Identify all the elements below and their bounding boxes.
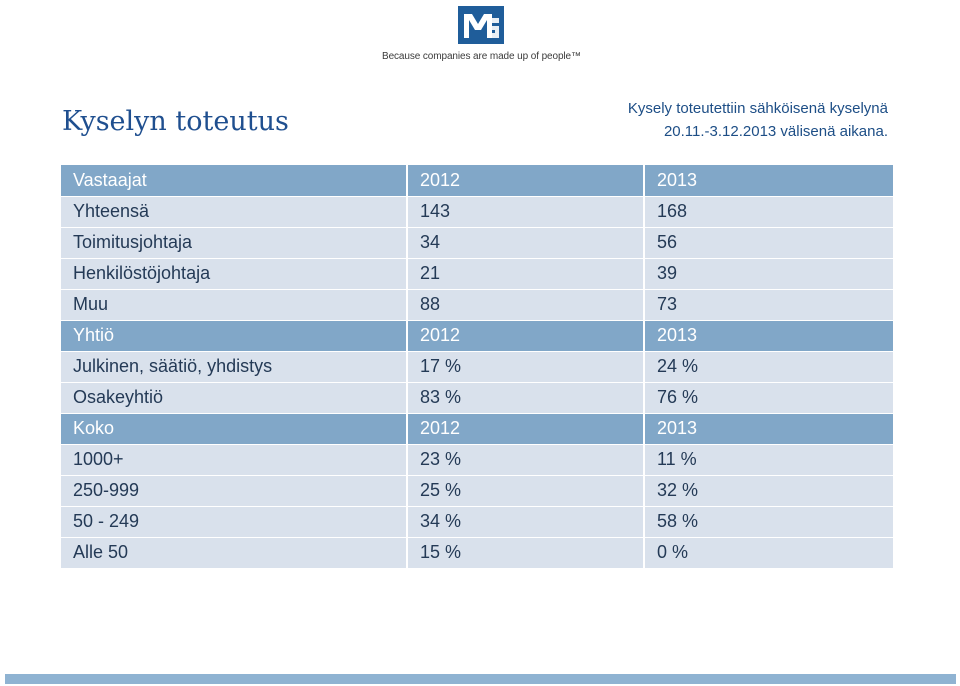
table-cell: 83 % bbox=[407, 382, 645, 414]
header-cell: 2012 bbox=[407, 320, 645, 352]
table-row: Toimitusjohtaja 34 56 bbox=[61, 227, 893, 259]
table-cell: 21 bbox=[407, 258, 645, 290]
tagline: Because companies are made up of people™ bbox=[382, 51, 581, 62]
table-cell: 76 % bbox=[644, 382, 893, 414]
table-row: Henkilöstöjohtaja 21 39 bbox=[61, 258, 893, 290]
table-row: Alle 50 15 % 0 % bbox=[61, 537, 893, 569]
table-row: 250-999 25 % 32 % bbox=[61, 475, 893, 507]
header-cell: 2012 bbox=[407, 413, 645, 445]
table-cell: 17 % bbox=[407, 351, 645, 383]
table-cell: 15 % bbox=[407, 537, 645, 569]
table-cell: 143 bbox=[407, 196, 645, 228]
table-cell: 39 bbox=[644, 258, 893, 290]
header-cell: 2013 bbox=[644, 413, 893, 445]
table-row: Osakeyhtiö 83 % 76 % bbox=[61, 382, 893, 414]
table-cell: 32 % bbox=[644, 475, 893, 507]
table-cell: 34 % bbox=[407, 506, 645, 538]
table-cell: Muu bbox=[61, 289, 408, 321]
header-cell: 2013 bbox=[644, 320, 893, 352]
table-cell: 25 % bbox=[407, 475, 645, 507]
header-cell: Koko bbox=[61, 413, 408, 445]
mps-logo-icon bbox=[458, 6, 504, 44]
table-row: Yhteensä 143 168 bbox=[61, 196, 893, 228]
table-cell: 24 % bbox=[644, 351, 893, 383]
table-cell: 34 bbox=[407, 227, 645, 259]
table-row: 1000+ 23 % 11 % bbox=[61, 444, 893, 476]
table-cell: Yhteensä bbox=[61, 196, 408, 228]
table-cell: Julkinen, säätiö, yhdistys bbox=[61, 351, 408, 383]
survey-note-line1: Kysely toteutettiin sähköisenä kyselynä bbox=[627, 100, 888, 117]
footer-bar bbox=[5, 674, 956, 684]
survey-table: Vastaajat 2012 2013 Yhteensä 143 168 Toi… bbox=[61, 165, 893, 569]
header-cell: Vastaajat bbox=[61, 165, 408, 197]
table-cell: 0 % bbox=[644, 537, 893, 569]
table-header-row: Yhtiö 2012 2013 bbox=[61, 320, 893, 352]
header-cell: 2012 bbox=[407, 165, 645, 197]
table-cell: 23 % bbox=[407, 444, 645, 476]
header-cell: Yhtiö bbox=[61, 320, 408, 352]
survey-note-line2: 20.11.-3.12.2013 välisenä aikana. bbox=[663, 123, 888, 140]
table-cell: 1000+ bbox=[61, 444, 408, 476]
page-title: Kyselyn toteutus bbox=[62, 106, 289, 137]
table-row: Muu 88 73 bbox=[61, 289, 893, 321]
table-cell: 250-999 bbox=[61, 475, 408, 507]
table-cell: 168 bbox=[644, 196, 893, 228]
table-header-row: Koko 2012 2013 bbox=[61, 413, 893, 445]
table-row: Julkinen, säätiö, yhdistys 17 % 24 % bbox=[61, 351, 893, 383]
table-cell: 88 bbox=[407, 289, 645, 321]
header-cell: 2013 bbox=[644, 165, 893, 197]
logo bbox=[458, 6, 504, 44]
table-cell: Alle 50 bbox=[61, 537, 408, 569]
table-cell: Henkilöstöjohtaja bbox=[61, 258, 408, 290]
table-cell: 50 - 249 bbox=[61, 506, 408, 538]
table-row: 50 - 249 34 % 58 % bbox=[61, 506, 893, 538]
table-cell: Toimitusjohtaja bbox=[61, 227, 408, 259]
table-header-row: Vastaajat 2012 2013 bbox=[61, 165, 893, 197]
survey-note: Kysely toteutettiin sähköisenä kyselynä … bbox=[628, 97, 888, 143]
table-cell: 73 bbox=[644, 289, 893, 321]
table-cell: Osakeyhtiö bbox=[61, 382, 408, 414]
table-cell: 56 bbox=[644, 227, 893, 259]
table-cell: 11 % bbox=[644, 444, 893, 476]
table-cell: 58 % bbox=[644, 506, 893, 538]
